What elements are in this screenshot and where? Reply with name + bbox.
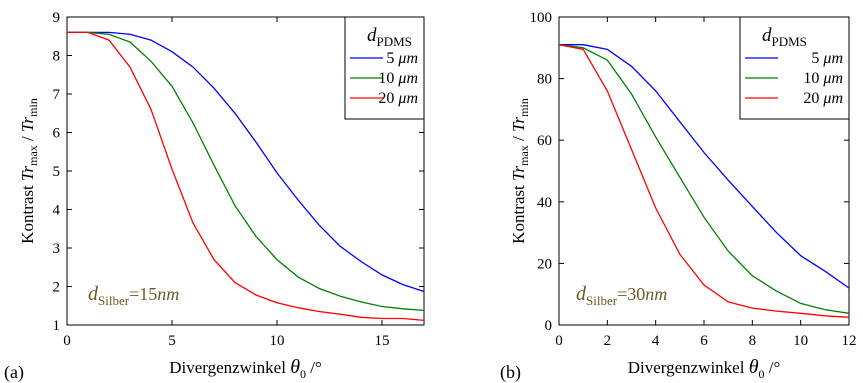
p2-series-line-5um (559, 44, 850, 289)
chart-panel-a: 0 5 10 15 1 2 3 4 5 6 7 8 9 Divergenzwinkel θ0 /° Kont… (4, 10, 425, 383)
p2-x-axis-label: Divergenzwinkel θ0 /° (628, 356, 781, 381)
p2-x-tick-label: 0 (555, 333, 563, 349)
p1-legend-entry-5um: 5 μm (386, 50, 418, 67)
p2-legend-entry-10um: 10 μm (803, 70, 843, 87)
p2-y-tick-label: 80 (537, 72, 552, 88)
p2-series-line-20um (558, 44, 850, 318)
p2-thickness-annotation: dSilber=30nm (576, 283, 667, 308)
p1-legend-entry-10um: 10 μm (378, 70, 418, 87)
p1-legend-box (344, 16, 425, 120)
p2-y-tick-label: 40 (537, 195, 552, 211)
p2-legend-entry-5um: 5 μm (811, 50, 843, 67)
p2-y-axis-label: Kontrast Trmax / Trmin (509, 98, 531, 244)
p1-legend-title: dPDMS (367, 25, 412, 49)
p1-thickness-annotation: dSilber=15nm (88, 283, 179, 308)
p2-legend-title: dPDMS (762, 25, 807, 49)
p1-y-tick-label: 5 (53, 164, 61, 180)
p1-y-tick-label: 9 (53, 10, 61, 26)
p2-x-tick-label: 2 (604, 333, 612, 349)
p1-y-tick-label: 8 (53, 49, 61, 65)
p2-x-tick-label: 6 (700, 333, 708, 349)
p1-y-tick-label: 7 (53, 87, 61, 103)
p2-y-tick-label: 100 (530, 10, 553, 26)
p1-x-tick-label: 15 (375, 333, 390, 349)
p1-x-axis-label: Divergenzwinkel θ0 /° (169, 356, 322, 381)
p1-y-tick-label: 2 (53, 280, 61, 296)
p2-y-tick-label: 20 (537, 256, 552, 272)
p1-y-tick-label: 4 (53, 203, 61, 219)
p2-x-tick-label: 4 (652, 333, 660, 349)
p1-series-line-20um (67, 31, 425, 322)
p2-legend-box (739, 16, 850, 120)
chart-panel-b: 0 2 4 6 8 10 12 0 20 40 60 80 100 Divergenzwinkel θ0 … (500, 10, 857, 383)
p1-panel-label: (a) (4, 362, 24, 383)
p2-x-tick-label: 10 (793, 333, 808, 349)
p1-y-tick-label: 1 (53, 318, 61, 334)
p1-x-tick-label: 5 (168, 333, 176, 349)
p2-y-tick-label: 0 (545, 318, 553, 334)
p2-y-tick-label: 60 (537, 133, 552, 149)
p2-legend-entry-20um: 20 μm (803, 90, 843, 107)
p1-x-tick-label: 10 (270, 333, 285, 349)
p1-series-line-10um (67, 31, 425, 312)
p1-y-tick-label: 3 (53, 241, 61, 257)
p2-panel-label: (b) (500, 362, 521, 383)
p1-y-axis-label: Kontrast Trmax / Trmin (18, 98, 40, 244)
p2-x-tick-label: 8 (749, 333, 757, 349)
p1-legend-entry-20um: 20 μm (378, 90, 418, 107)
p1-series-line-5um (67, 31, 425, 293)
p1-y-tick-label: 6 (53, 126, 61, 142)
p2-series-line-10um (558, 44, 850, 314)
p1-x-tick-label: 0 (63, 333, 71, 349)
p2-x-tick-label: 12 (842, 333, 857, 349)
